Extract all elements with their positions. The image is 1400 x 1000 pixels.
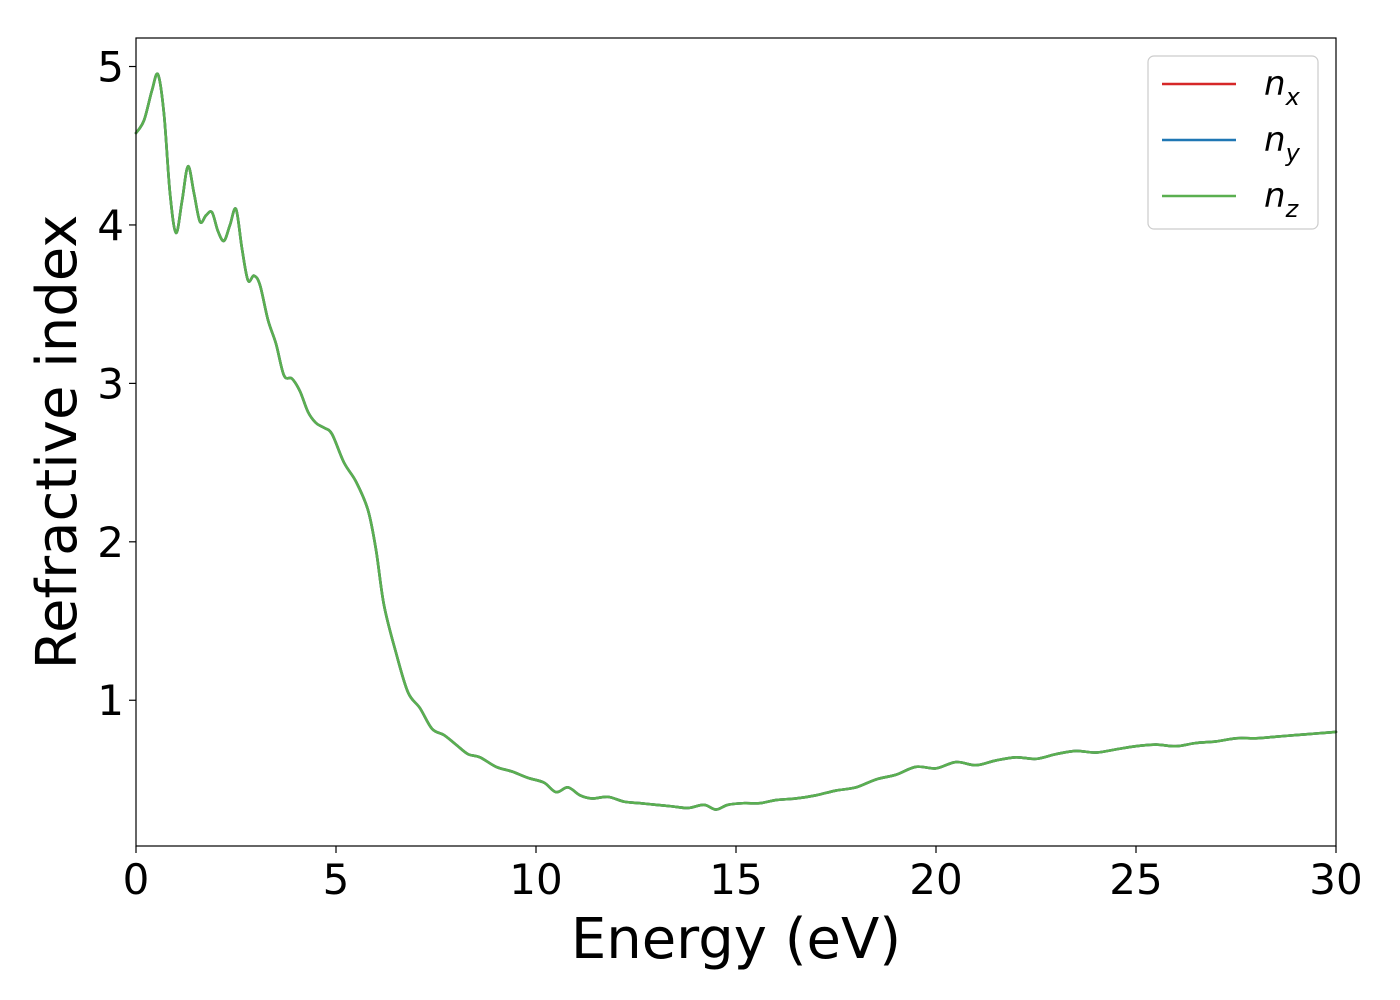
y-tick-label: 3 [97, 359, 124, 408]
y-axis-title: Refractive index [25, 215, 90, 670]
x-tick-label: 25 [1109, 855, 1162, 904]
legend-box [1147, 55, 1319, 230]
x-axis-title: Energy (eV) [571, 907, 901, 972]
y-axis-ticks: 1 2 3 4 5 [97, 43, 136, 725]
series-line-nz [134, 72, 1338, 811]
legend-label-nz: nz [1264, 176, 1300, 223]
x-tick-label: 15 [709, 855, 762, 904]
y-tick-label: 2 [97, 518, 124, 567]
x-tick-label: 0 [123, 855, 150, 904]
legend-label-nx: nx [1264, 64, 1301, 111]
y-tick-label: 5 [97, 43, 124, 92]
x-tick-label: 5 [323, 855, 350, 904]
y-tick-label: 4 [97, 201, 124, 250]
x-axis-ticks: 0 5 10 15 20 25 30 [123, 846, 1363, 904]
x-tick-label: 10 [509, 855, 562, 904]
legend: nx ny nz [1147, 55, 1319, 230]
plot-lines [134, 72, 1338, 811]
legend-label-ny: ny [1264, 120, 1301, 167]
x-tick-label: 20 [909, 855, 962, 904]
x-tick-label: 30 [1309, 855, 1362, 904]
y-tick-label: 1 [97, 676, 124, 725]
